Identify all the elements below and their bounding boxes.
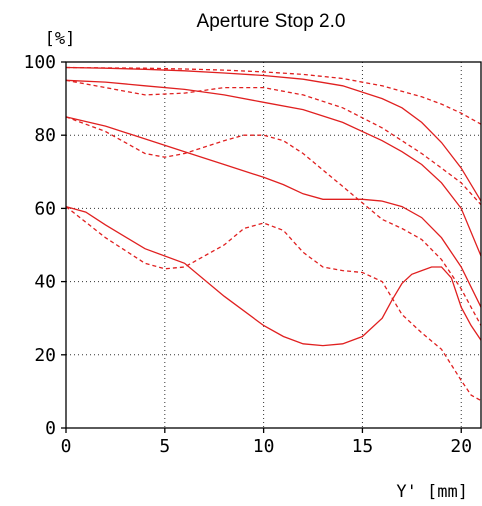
y-tick-label-3: 60 [34, 198, 56, 219]
series-group [65, 66, 482, 402]
x-tick-label-3: 15 [352, 436, 374, 457]
y-tick-label-0: 0 [45, 418, 56, 439]
series-line-2-solid [65, 79, 482, 257]
y-tick-label-4: 80 [34, 125, 56, 146]
x-tick-label-0: 0 [61, 436, 72, 457]
y-tick-label-5: 100 [23, 52, 56, 73]
series-line-5-dashed [65, 116, 482, 326]
series-line-4-solid [65, 116, 482, 308]
series-line-6-solid [65, 205, 482, 347]
plot-frame [65, 61, 482, 429]
y-axis-unit-label: [%] [45, 29, 76, 49]
chart-title: Aperture Stop 2.0 [197, 11, 346, 32]
series-line-1-dashed [65, 66, 482, 125]
y-tick-label-1: 20 [34, 345, 56, 366]
tick-labels: 0 20 40 60 80 100 0 5 10 15 20 [23, 52, 472, 457]
grid-lines [66, 62, 481, 428]
series-line-0-solid [65, 66, 482, 202]
x-tick-label-2: 10 [253, 436, 275, 457]
series-line-7-dashed [65, 206, 482, 402]
y-tick-label-2: 40 [34, 272, 56, 293]
series-line-3-dashed [65, 79, 482, 206]
x-tick-label-1: 5 [159, 436, 170, 457]
x-axis-unit-label: Y' [mm] [396, 482, 468, 502]
x-tick-label-4: 20 [450, 436, 472, 457]
